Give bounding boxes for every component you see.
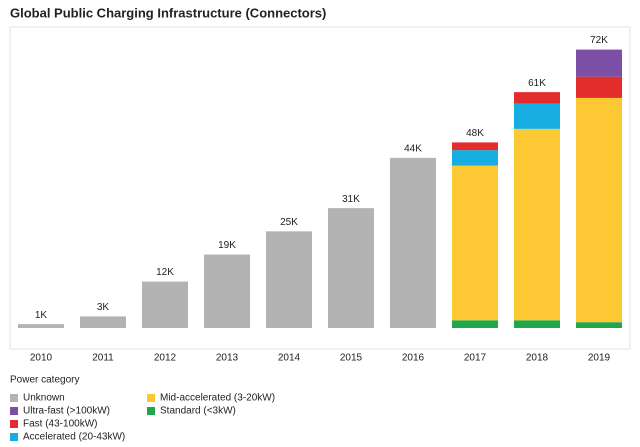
legend-label: Accelerated (20-43kW)	[23, 432, 125, 443]
bar-segment	[514, 128, 560, 321]
bar-segment	[80, 316, 126, 328]
x-tick-label: 2017	[464, 353, 487, 364]
legend-swatch	[10, 407, 18, 415]
bar-segment	[328, 208, 374, 328]
bar-segment	[452, 320, 498, 328]
legend-label: Standard (<3kW)	[160, 406, 236, 417]
legend-label: Mid-accelerated (3-20kW)	[160, 393, 275, 404]
total-label: 31K	[342, 194, 360, 205]
legend-title: Power category	[10, 375, 79, 386]
bar-segment	[266, 231, 312, 328]
legend-label: Fast (43-100kW)	[23, 419, 97, 430]
bar-segment	[452, 150, 498, 166]
bar-segment	[576, 97, 622, 323]
legend-swatch	[10, 420, 18, 428]
bar-segment	[452, 165, 498, 321]
x-tick-label: 2014	[278, 353, 301, 364]
x-tick-label: 2010	[30, 353, 53, 364]
x-tick-label: 2018	[526, 353, 549, 364]
bar-segment	[390, 157, 436, 328]
total-label: 19K	[218, 240, 236, 251]
total-label: 3K	[97, 302, 110, 313]
x-tick-label: 2011	[92, 353, 114, 364]
x-tick-label: 2015	[340, 353, 363, 364]
legend-label: Ultra-fast (>100kW)	[23, 406, 110, 417]
x-tick-label: 2012	[154, 353, 177, 364]
legend-swatch	[10, 394, 18, 402]
legend-swatch	[147, 394, 155, 402]
bar-segment	[204, 254, 250, 328]
total-label: 44K	[404, 144, 422, 155]
bar-segment	[576, 49, 622, 77]
bar-segment	[576, 76, 622, 98]
total-label: 72K	[590, 35, 608, 46]
total-label: 48K	[466, 128, 484, 139]
total-label: 61K	[528, 78, 546, 89]
total-label: 25K	[280, 217, 298, 228]
bar-segment	[452, 142, 498, 151]
bar-segment	[514, 320, 560, 328]
bar-segment	[576, 322, 622, 328]
bar-segment	[18, 324, 64, 328]
x-tick-label: 2016	[402, 353, 425, 364]
legend-label: Unknown	[23, 393, 65, 404]
legend-swatch	[147, 407, 155, 415]
bar-segment	[514, 92, 560, 104]
legend-swatch	[10, 433, 18, 441]
x-tick-label: 2019	[588, 353, 611, 364]
total-label: 1K	[35, 310, 48, 321]
plot-frame	[9, 26, 631, 350]
total-label: 12K	[156, 267, 174, 278]
bar-segment	[142, 281, 188, 328]
chart-title: Global Public Charging Infrastructure (C…	[10, 5, 326, 20]
bar-segment	[514, 103, 560, 129]
x-tick-label: 2013	[216, 353, 239, 364]
